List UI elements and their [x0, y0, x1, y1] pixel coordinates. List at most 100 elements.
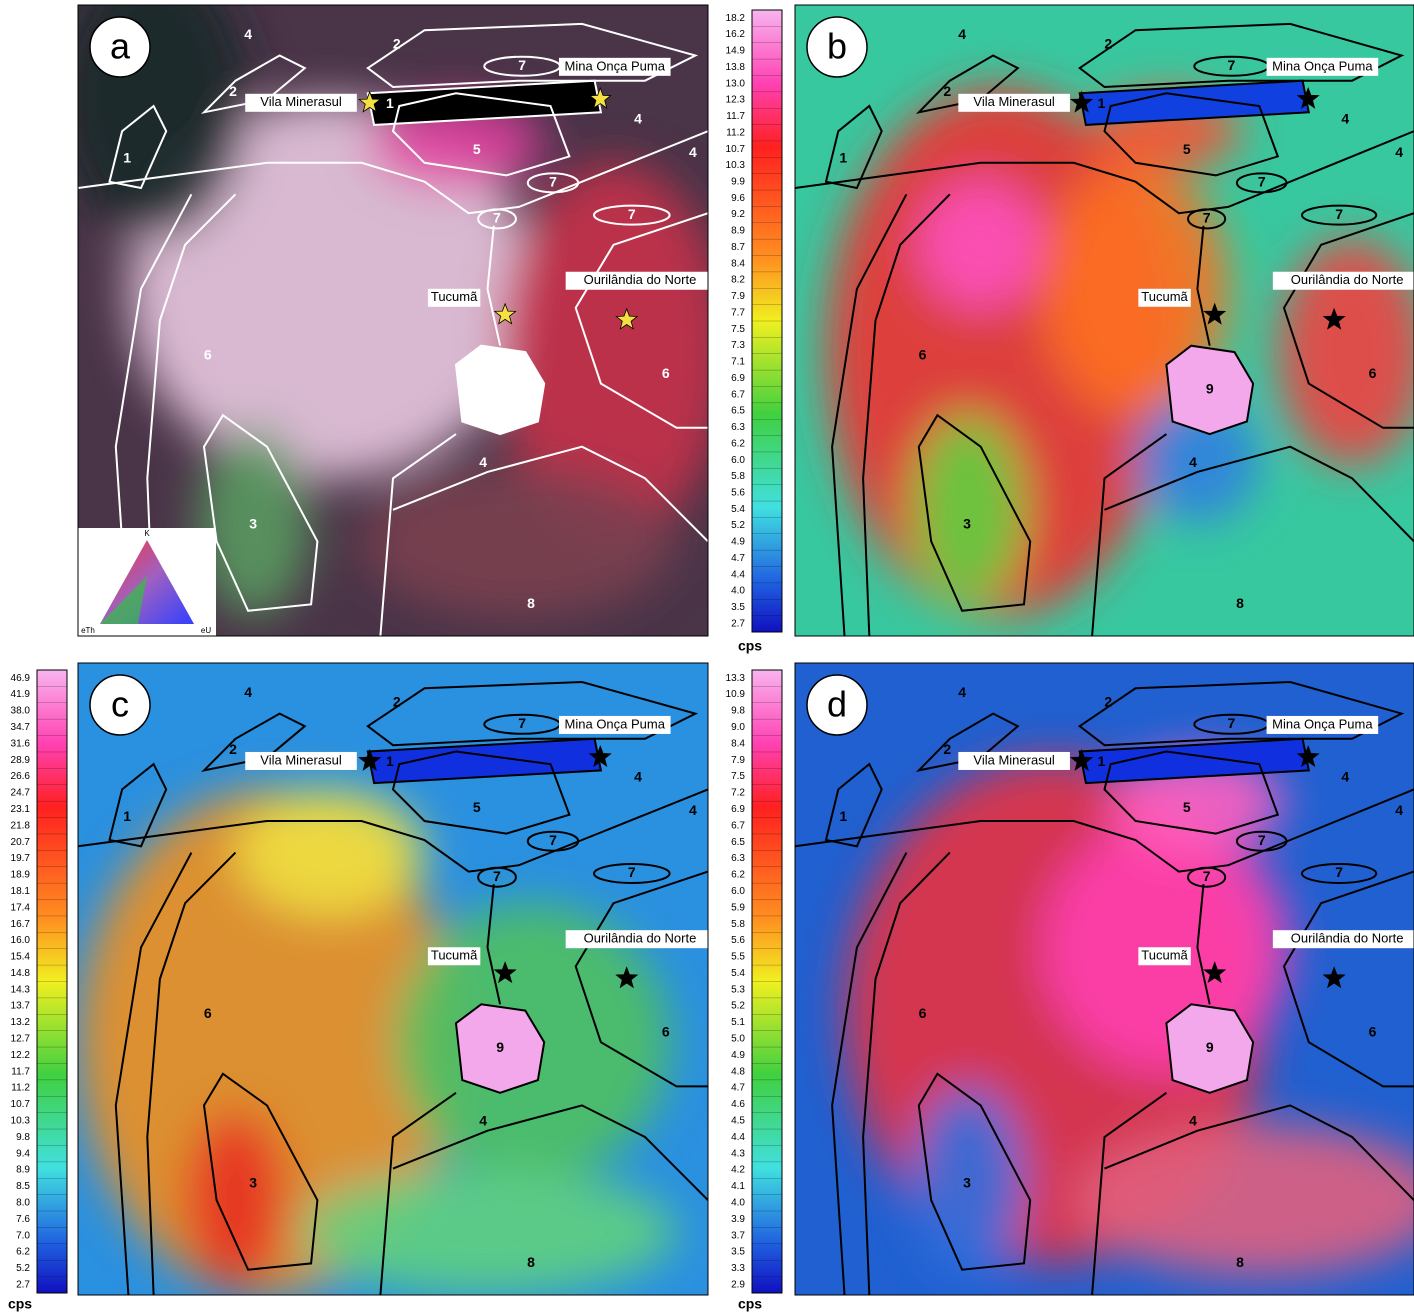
colorbar-tick-label: 6.9: [731, 373, 745, 384]
colorbar-tick-label: 6.0: [731, 455, 745, 466]
colorbar-tick-label: 5.6: [731, 488, 745, 499]
colorbar-tick-label: 34.7: [11, 722, 31, 733]
colorbar-tick-label: 5.8: [731, 919, 745, 930]
colorbar-tick-label: 3.5: [731, 1247, 745, 1258]
colorbar-tick-label: 4.7: [731, 1083, 745, 1094]
unit-label: 7: [628, 206, 636, 222]
colorbar-tick-label: 28.9: [11, 755, 31, 766]
unit-label: 7: [1227, 715, 1235, 731]
colorbar-tick-label: 7.0: [16, 1230, 30, 1241]
colorbar-tick-label: 4.1: [731, 1181, 745, 1192]
colorbar-tick-label: 19.7: [11, 853, 31, 864]
colorbar-tick-label: 9.9: [731, 177, 745, 188]
unit-label: 5: [473, 799, 481, 815]
unit-label: 2: [393, 694, 401, 710]
colorbar-tick-label: 6.2: [731, 870, 745, 881]
unit-label: 7: [1258, 174, 1266, 190]
unit-label: 1: [1098, 753, 1106, 769]
colorbar-tick-label: 7.9: [731, 755, 745, 766]
colorbar-tick-label: 7.7: [731, 307, 745, 318]
unit-label: 7: [1203, 868, 1211, 884]
colorbar-tick-label: 26.6: [11, 771, 31, 782]
colorbar-tick-label: 4.9: [731, 1050, 745, 1061]
colorbar-tick-label: 12.2: [11, 1050, 31, 1061]
colorbar-tick-label: 13.7: [11, 1001, 31, 1012]
colorbar-tick-label: 8.0: [16, 1197, 30, 1208]
colorbar-tick-label: 14.8: [11, 968, 31, 979]
colorbar-tick-label: 5.3: [731, 984, 745, 995]
unit-label: 8: [527, 595, 535, 611]
colorbar-tick-label: 5.2: [731, 520, 745, 531]
unit-label: 8: [527, 1254, 535, 1270]
unit-label: 1: [386, 95, 394, 111]
colorbar-tick-label: 9.2: [731, 209, 745, 220]
colorbar-tick-label: 16.7: [11, 919, 31, 930]
unit-label: 4: [1395, 802, 1403, 818]
colorbar-tick-label: 5.5: [731, 952, 745, 963]
colorbar-tick-label: 5.9: [731, 902, 745, 913]
colorbar-tick-label: 6.2: [16, 1247, 30, 1258]
unit-label: 7: [518, 57, 526, 73]
place-label: Mina Onça Puma: [1272, 58, 1373, 73]
unit-label: 4: [689, 802, 697, 818]
unit-label: 2: [1104, 35, 1112, 51]
unit-label: 1: [123, 808, 131, 824]
unit-label: 4: [634, 111, 642, 127]
colorbar-tick-label: 4.0: [731, 586, 745, 597]
colorbar-tick-label: 20.7: [11, 837, 31, 848]
place-label: Ourilândia do Norte: [584, 272, 697, 287]
place-label: Vila Minerasul: [973, 752, 1055, 767]
unit-label: 1: [839, 150, 847, 166]
colorbar-tick-label: 11.7: [726, 111, 745, 122]
colorbar-tick-label: 5.0: [731, 1034, 745, 1045]
colorbar-tick-label: 6.7: [731, 389, 745, 400]
unit-label: 4: [1341, 769, 1349, 785]
unit-label: 4: [479, 1113, 487, 1129]
color-zone: [185, 1112, 286, 1289]
unit-label: 2: [943, 741, 951, 757]
figure: 4 2 7 Mina Onça Puma 2 Vila Minerasul 1 4 1 5 4 7 7 7…: [0, 0, 1414, 1316]
colorbar-tick-label: 4.5: [731, 1115, 745, 1126]
unit-label: 3: [963, 1174, 971, 1190]
map-panel: 427Mina Onça Puma2Vila Minerasul14154777…: [78, 663, 714, 1295]
unit-label: 6: [204, 347, 212, 363]
map-area: 427Mina Onça Puma2Vila Minerasul14154777…: [78, 663, 714, 1295]
unit-label: 7: [1227, 57, 1235, 73]
colorbar-tick-label: 46.9: [11, 673, 31, 684]
colorbar-tick-label: 18.9: [11, 870, 31, 881]
colorbar-tick-label: 18.1: [11, 886, 31, 897]
colorbar-tick-label: 4.7: [731, 553, 745, 564]
unit-label: 6: [662, 1023, 670, 1039]
colorbar-unit: cps: [738, 1296, 762, 1312]
colorbar-tick-label: 5.1: [731, 1017, 745, 1028]
unit-label: 8: [1236, 1254, 1244, 1270]
unit-label: 4: [958, 684, 966, 700]
colorbar-unit: cps: [8, 1296, 32, 1312]
colorbar-tick-label: 8.5: [16, 1181, 30, 1192]
unit-label: 7: [1203, 210, 1211, 226]
unit-label: 7: [549, 174, 557, 190]
unit-label: 6: [1369, 1023, 1377, 1039]
unit-label: 2: [1104, 694, 1112, 710]
colorbar-tick-label: 9.0: [731, 722, 745, 733]
place-label: Ourilândia do Norte: [1291, 272, 1404, 287]
colorbar-tick-label: 11.2: [726, 127, 745, 138]
colorbar-tick-label: 13.3: [726, 673, 746, 684]
place-label: Tucumã: [1141, 289, 1188, 304]
unit-label: 5: [473, 141, 481, 157]
colorbar-tick-label: 12.7: [11, 1034, 31, 1045]
map-panel: 427Mina Onça Puma2Vila Minerasul14154777…: [59, 0, 727, 636]
colorbar-tick-label: 15.4: [11, 952, 31, 963]
colorbar-tick-label: 13.8: [726, 62, 746, 73]
colorbar-tick-label: 21.8: [11, 820, 31, 831]
unit-label: 4: [1189, 454, 1197, 470]
colorbar-tick-label: 2.7: [731, 618, 745, 629]
color-zone: [362, 466, 677, 617]
unit-label: 6: [662, 365, 670, 381]
colorbar-tick-label: 6.3: [731, 853, 745, 864]
colorbar-tick-label: 3.9: [731, 1214, 745, 1225]
colorbar-unit: cps: [738, 638, 762, 654]
place-label: Tucumã: [1141, 948, 1188, 963]
colorbar-tick-label: 9.8: [16, 1132, 30, 1143]
